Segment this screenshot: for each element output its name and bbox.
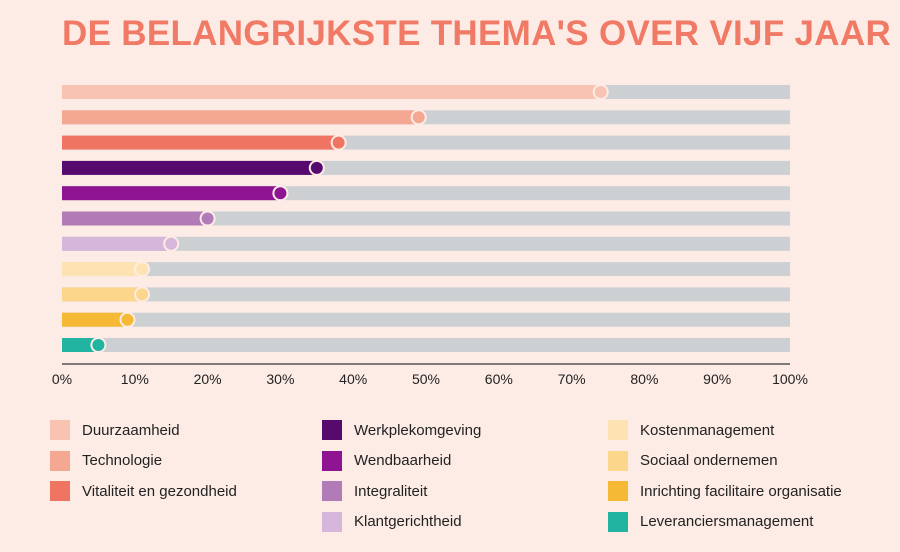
legend-swatch — [322, 450, 342, 471]
legend-item: Wendbaarheid — [322, 450, 452, 471]
bar-track — [62, 211, 790, 226]
bar-track — [62, 236, 790, 251]
bar-track — [62, 262, 790, 277]
legend-item: Inrichting facilitaire organisatie — [608, 481, 842, 501]
legend-swatch — [50, 450, 70, 471]
legend-label: Kostenmanagement — [640, 421, 775, 439]
legend: Duurzaamheid Technologie Vitaliteit en gez… — [50, 420, 900, 540]
bar-end-marker — [308, 159, 325, 176]
bar-end-marker — [134, 286, 151, 303]
bar-track — [62, 338, 790, 352]
legend-swatch — [50, 420, 70, 440]
bar-end-marker — [90, 337, 107, 353]
bar — [62, 236, 172, 251]
legend-item: Klantgerichtheid — [322, 511, 462, 532]
legend-item: Sociaal ondernemen — [608, 450, 778, 471]
legend-label: Duurzaamheid — [82, 421, 180, 439]
bar — [62, 85, 601, 99]
bar — [62, 338, 99, 352]
legend-swatch — [322, 420, 342, 440]
x-tick-label: 0% — [52, 371, 72, 387]
x-tick-label: 30% — [266, 371, 294, 387]
legend-label: Wendbaarheid — [354, 452, 452, 469]
bar-end-marker — [119, 311, 136, 328]
legend-swatch — [608, 420, 628, 440]
bar-end-marker — [592, 84, 609, 100]
x-tick-label: 70% — [558, 371, 586, 387]
bar — [62, 287, 143, 302]
x-tick-label: 10% — [121, 371, 149, 387]
chart-title: DE BELANGRIJKSTE THEMA'S OVER VIJF JAAR — [62, 14, 892, 53]
x-tick-label: 20% — [194, 371, 222, 387]
legend-item: Werkplekomgeving — [322, 420, 481, 440]
bar-track — [62, 312, 790, 327]
legend-item: Kostenmanagement — [608, 420, 774, 440]
bar-end-marker — [410, 109, 427, 126]
bar — [62, 135, 339, 150]
bar — [62, 312, 128, 327]
bar-chart: 0% 10% 20% 30% 40% 50% 60% 70% 80% 90% 100% — [52, 84, 808, 387]
x-tick-label: 60% — [485, 371, 513, 387]
bar — [62, 262, 143, 277]
bar — [62, 160, 317, 175]
legend-swatch — [322, 511, 342, 532]
legend-item: Technologie — [50, 450, 163, 471]
legend-label: Inrichting facilitaire organisatie — [640, 482, 842, 500]
legend-item: Duurzaamheid — [50, 420, 180, 440]
bar — [62, 186, 281, 201]
bar-end-marker — [330, 134, 347, 151]
bar — [62, 211, 208, 226]
legend-item: Integraliteit — [322, 481, 427, 501]
legend-swatch — [608, 511, 628, 532]
x-tick-label: 100% — [772, 371, 808, 387]
legend-label: Leveranciersmanagement — [640, 513, 814, 530]
legend-item: Vitaliteit en gezondheid — [50, 481, 237, 501]
bar-end-marker — [163, 235, 180, 252]
x-tick-label: 80% — [630, 371, 658, 387]
bar-end-marker — [272, 185, 289, 202]
legend-swatch — [608, 450, 628, 471]
bar — [62, 110, 419, 125]
legend-item: Leveranciersmanagement — [608, 511, 814, 532]
bar-track — [62, 287, 790, 302]
legend-swatch — [608, 481, 628, 501]
bar-end-marker — [134, 261, 151, 278]
legend-label: Werkplekomgeving — [354, 421, 482, 439]
legend-swatch — [50, 481, 70, 501]
x-tick-label: 40% — [339, 371, 367, 387]
legend-label: Technologie — [82, 452, 163, 469]
legend-label: Integraliteit — [354, 482, 428, 500]
x-tick-label: 90% — [703, 371, 731, 387]
legend-label: Vitaliteit en gezondheid — [82, 482, 237, 500]
legend-label: Klantgerichtheid — [354, 513, 462, 530]
legend-label: Sociaal ondernemen — [640, 452, 778, 469]
legend-swatch — [322, 481, 342, 501]
x-tick-label: 50% — [412, 371, 440, 387]
bar-end-marker — [199, 210, 216, 227]
